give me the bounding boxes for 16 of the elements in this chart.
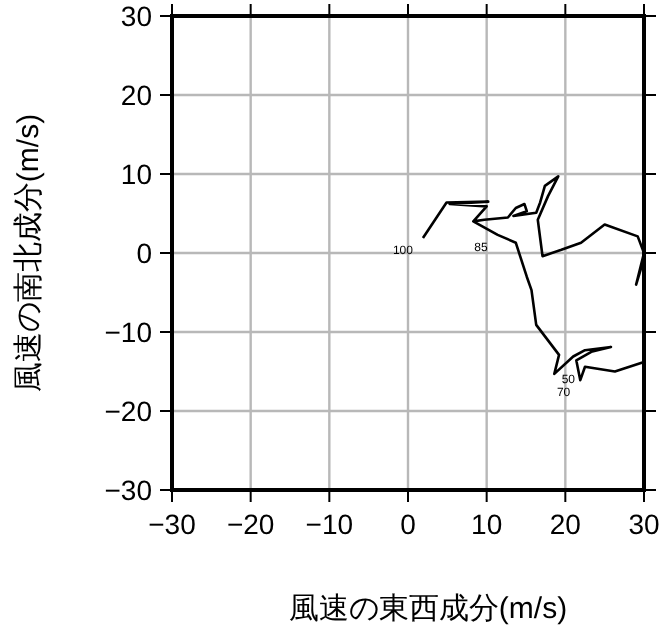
x-tick-label: −10 xyxy=(305,508,354,540)
y-tick-label: 10 xyxy=(120,158,153,190)
y-axis-title: 風速の南北成分(m/s) xyxy=(12,113,46,393)
y-tick-label: −10 xyxy=(104,316,153,348)
y-tick-label: 0 xyxy=(136,237,153,269)
y-tick-label: 30 xyxy=(120,0,153,32)
x-tick-label: 20 xyxy=(549,508,582,540)
x-tick-label: 10 xyxy=(471,508,503,540)
x-tick-label: 0 xyxy=(400,508,417,540)
x-tick-label: −30 xyxy=(148,508,197,540)
x-axis-title: 風速の東西成分(m/s) xyxy=(288,592,568,626)
x-tick-label: 30 xyxy=(628,508,660,540)
y-tick-label: −30 xyxy=(104,474,153,506)
x-tick-label: −20 xyxy=(226,508,275,540)
y-tick-label: 20 xyxy=(120,79,153,111)
y-tick-label: −20 xyxy=(104,395,153,427)
